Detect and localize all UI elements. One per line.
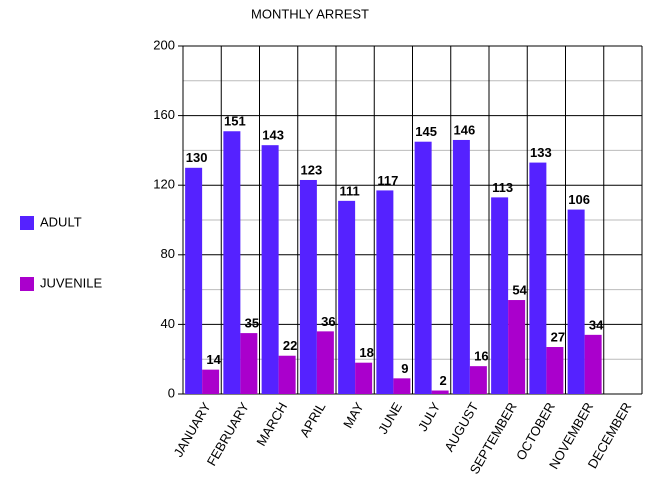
x-tick-label: AUGUST <box>441 400 481 454</box>
bar <box>469 366 487 394</box>
x-tick-label: MARCH <box>253 400 290 449</box>
value-label: 54 <box>512 282 527 297</box>
value-label: 9 <box>401 361 408 376</box>
bar <box>338 200 356 394</box>
bar <box>529 162 547 394</box>
bar <box>414 141 432 394</box>
value-label: 36 <box>321 314 335 329</box>
bar <box>240 333 258 394</box>
bar <box>452 139 470 394</box>
y-tick-label: 200 <box>153 37 175 52</box>
y-tick-label: 120 <box>153 177 175 192</box>
value-label: 117 <box>377 173 398 188</box>
value-label: 113 <box>492 180 513 195</box>
x-tick-label: JULY <box>415 399 444 433</box>
bar <box>261 145 279 394</box>
value-label: 16 <box>474 349 488 364</box>
value-label: 35 <box>245 316 259 331</box>
bar <box>546 347 564 394</box>
value-label: 123 <box>301 162 323 177</box>
bar <box>223 131 241 394</box>
bar <box>584 334 602 394</box>
bar <box>491 197 509 394</box>
value-label: 145 <box>415 124 437 139</box>
x-tick-label: MAY <box>340 399 367 430</box>
legend-swatch <box>20 277 34 291</box>
y-tick-label: 0 <box>168 385 175 400</box>
value-label: 2 <box>440 373 447 388</box>
value-label: 22 <box>283 338 297 353</box>
y-tick-label: 80 <box>161 246 175 261</box>
legend-label: JUVENILE <box>40 275 102 290</box>
x-tick-label: APRIL <box>297 400 329 440</box>
bar <box>431 390 449 394</box>
value-label: 14 <box>206 352 221 367</box>
value-label: 151 <box>224 114 246 129</box>
value-label: 143 <box>262 128 284 143</box>
bar <box>185 167 203 394</box>
legend-label: ADULT <box>40 214 82 229</box>
x-tick-label: JANUARY <box>170 399 213 459</box>
legend-swatch <box>20 216 34 230</box>
bar <box>202 369 220 394</box>
value-label: 27 <box>551 329 565 344</box>
bar <box>299 179 317 394</box>
y-tick-label: 160 <box>153 107 175 122</box>
y-tick-label: 40 <box>161 316 175 331</box>
bar <box>376 190 394 394</box>
bar <box>508 300 526 394</box>
value-label: 146 <box>454 122 476 137</box>
value-label: 133 <box>530 145 552 160</box>
value-label: 34 <box>589 317 604 332</box>
bar <box>316 331 334 394</box>
bar <box>278 355 296 394</box>
bar <box>355 362 373 394</box>
value-label: 130 <box>186 150 208 165</box>
chart-title: MONTHLY ARREST <box>251 6 369 21</box>
value-label: 106 <box>568 192 590 207</box>
bar <box>393 378 411 394</box>
value-label: 18 <box>359 345 373 360</box>
bar <box>567 209 585 394</box>
x-tick-label: JUNE <box>375 399 405 436</box>
value-label: 111 <box>339 183 359 198</box>
